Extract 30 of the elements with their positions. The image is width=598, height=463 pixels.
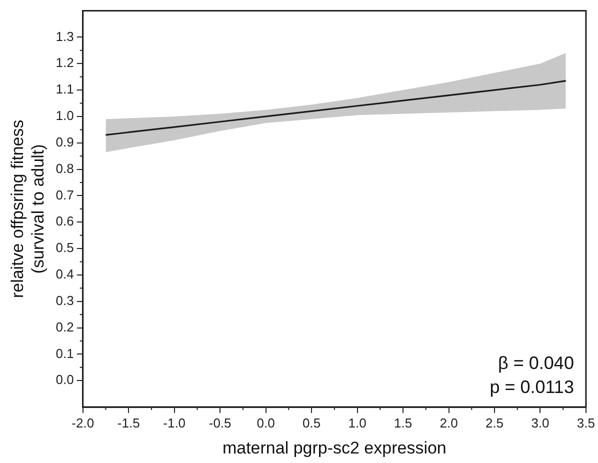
x-tick-label: 3.0 [531, 415, 550, 430]
y-tick-label: 1.2 [56, 55, 74, 70]
y-tick-label: 0.4 [56, 266, 74, 282]
x-tick-label: 3.5 [576, 415, 596, 430]
y-tick-label: 1.3 [56, 28, 74, 44]
y-tick-label: 0.8 [56, 160, 74, 176]
y-tick-label: 0.2 [56, 319, 74, 334]
x-tick-label: 1.0 [348, 415, 366, 430]
y-tick-label: 0.0 [56, 372, 74, 388]
y-tick-label: 0.7 [56, 187, 74, 202]
annotation: β = 0.040 [498, 352, 574, 373]
y-tick-label: 1.1 [56, 82, 74, 97]
x-axis-title: maternal pgrp-sc2 expression [222, 438, 446, 458]
x-tick-label: -0.5 [208, 415, 232, 430]
y-tick-label: 0.5 [56, 240, 74, 256]
y-tick-label: 0.9 [56, 134, 74, 150]
x-tick-label: 1.5 [394, 415, 412, 430]
x-tick-label: -2.0 [72, 415, 94, 430]
y-tick-label: 1.0 [56, 108, 74, 124]
annotation: p = 0.0113 [490, 376, 574, 397]
x-tick-label: 2.5 [485, 415, 504, 430]
x-tick-label: 0.5 [302, 415, 321, 430]
y-axis-title: relaitve offpsring fitness (survival to adult) [8, 120, 48, 298]
y-tick-label: 0.1 [56, 346, 74, 361]
y-tick-label: 0.3 [56, 292, 74, 308]
x-tick-label: 2.0 [440, 415, 458, 430]
y-tick-label: 0.6 [56, 214, 74, 229]
x-tick-label: -1.0 [163, 415, 186, 430]
x-tick-label: 0.0 [256, 415, 275, 430]
x-tick-label: -1.5 [117, 415, 140, 430]
